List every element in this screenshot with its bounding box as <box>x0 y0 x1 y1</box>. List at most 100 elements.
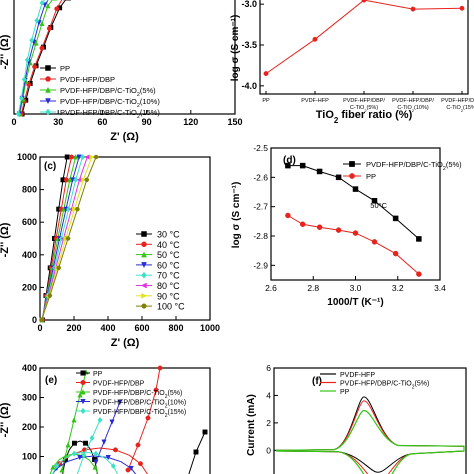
panel-e-legend-label: PVDF-HFP/DBP/C-TiO2(5%) <box>93 390 182 400</box>
panel-c-data-point <box>56 265 62 270</box>
panel-c-data-point <box>73 154 79 160</box>
panel-c-letter: (c) <box>44 161 56 172</box>
panel-a-x-axis-label: Z' (Ω) <box>110 131 139 143</box>
panel-a-data-point <box>54 6 60 12</box>
panel-f-cv-plot: -2 0 2 4 6 Current (mA) (f) PVDF-HFP PVDF-HFP/DB… <box>246 363 467 474</box>
panel-b-data-point <box>459 5 465 11</box>
panel-a-data-point <box>21 76 27 83</box>
panel-c-legend-label: 100 °C <box>157 302 185 312</box>
panel-d-arrhenius-plot: 2.6 2.8 3.0 3.2 3.4 -2.5 -2.6 -2.7 -2.8 -2.9 1000/… <box>231 143 462 308</box>
panel-c-y-tick-label: 800 <box>22 185 37 195</box>
panel-b-y-tick-label: -4.0 <box>241 81 257 91</box>
panel-a-legend-label: PVDF-HFP/DBP/C-TiO2(5%) <box>60 86 156 98</box>
panel-b-x-axis-label: TiO2 fiber ratio (%) <box>316 109 413 125</box>
panel-a-data-point <box>39 20 45 26</box>
panel-d-data-point <box>316 168 323 175</box>
panel-c-x-tick-label: 1000 <box>200 323 220 333</box>
panel-f-y-tick-label: 0 <box>266 445 271 455</box>
panel-e-data-point <box>193 449 199 455</box>
panel-b-x-tick-label: PVDF-HFP <box>301 98 329 104</box>
panel-d-y-axis-label: log σ (S cm⁻¹) <box>231 182 242 249</box>
panel-d-annotation: 50°C <box>370 201 387 210</box>
panel-d-y-tick-label: -2.5 <box>253 143 268 153</box>
panel-d-y-tick-label: -2.9 <box>253 260 268 270</box>
panel-f-y-tick-label: 4 <box>266 390 271 400</box>
panel-c-y-tick-label: 1000 <box>17 152 37 162</box>
panel-b-x-tick-label: C-TiO2(10%) <box>397 105 429 113</box>
panel-d-x-tick-label: 2.8 <box>307 283 319 293</box>
panel-d-y-tick-label: -2.7 <box>253 202 268 212</box>
panel-b-y-tick-label: -3.0 <box>241 0 257 9</box>
panel-c-temperature-nyquist: 0 200 400 600 800 1000 0 200 400 600 800 1000 Z' (Ω)… <box>0 152 220 349</box>
panel-d-data-point <box>416 236 422 242</box>
panel-c-data-point <box>47 293 53 298</box>
panel-e-data-point <box>138 461 143 467</box>
panel-e-legend-marker <box>80 389 86 395</box>
panel-b-data-point <box>361 0 367 3</box>
panel-c-data-point <box>67 177 73 183</box>
panel-d-series-line <box>287 215 420 275</box>
panel-a-x-tick-label: 0 <box>11 117 16 127</box>
panel-e-data-point <box>97 416 103 424</box>
panel-a-data-point <box>39 45 45 51</box>
panel-a-x-tick-label: 30 <box>53 117 63 127</box>
panel-c-legend-label: 50 °C <box>157 250 180 260</box>
panel-a-data-point <box>15 110 21 118</box>
panel-b-data-point <box>410 6 416 12</box>
panel-d-data-point <box>371 198 378 204</box>
panel-b-data-point <box>312 36 318 42</box>
panel-b-y-axis-label: log σ (S cm⁻¹) <box>230 15 241 82</box>
panel-a-data-point <box>34 17 40 24</box>
panel-e-legend-label: PP <box>93 371 103 378</box>
panel-c-data-point <box>80 177 87 183</box>
panel-f-legend-label: PP <box>340 389 350 396</box>
panel-e-y-tick-label: 200 <box>22 422 37 432</box>
panel-e-y-axis-label: -Z'' (Ω) <box>0 402 11 437</box>
panel-c-data-point <box>79 153 86 161</box>
panel-e-data-point <box>71 417 77 423</box>
panel-c-frame <box>39 156 211 321</box>
panel-b-frame <box>259 0 469 95</box>
panel-b-x-tick-label: C-TiO2(15%) <box>446 105 474 113</box>
panel-e-data-point <box>93 450 99 457</box>
panel-e-series-arc <box>49 453 99 474</box>
panel-c-x-axis-label: Z' (Ω) <box>111 337 140 349</box>
panel-d-data-point <box>352 186 359 192</box>
panel-f-y-tick-label: -2 <box>263 473 271 474</box>
panel-e-letter: (e) <box>45 375 57 386</box>
panel-c-legend-label: 60 °C <box>157 260 180 270</box>
panel-d-data-point <box>299 162 306 169</box>
panel-e-series-arc <box>51 455 137 474</box>
panel-c-x-tick-label: 0 <box>37 323 42 333</box>
panel-a-data-point <box>33 40 39 46</box>
panel-e-data-point <box>157 365 163 371</box>
panel-b-data-point <box>263 71 269 77</box>
panel-a-legend-marker <box>45 86 51 93</box>
panel-c-data-point <box>84 177 90 182</box>
panel-d-data-point <box>335 227 342 233</box>
panel-c-legend-marker <box>140 282 147 289</box>
panel-d-x-axis-label: 1000/T (K⁻¹) <box>327 297 383 308</box>
panel-a-data-point <box>39 0 45 6</box>
panel-c-data-point <box>66 206 72 213</box>
panel-b-x-tick-label: C-TiO2(5%) <box>350 105 378 113</box>
panel-c-data-point <box>89 154 95 160</box>
panel-d-data-point <box>371 239 378 245</box>
panel-f-legend-label: PVDF-HFP <box>340 372 375 379</box>
panel-e-data-point <box>202 429 208 435</box>
panel-b-x-tick-label: PVDF-HFP/DBP/ <box>441 98 474 104</box>
panel-c-legend-marker <box>141 292 148 299</box>
panel-c-legend-marker <box>141 303 147 309</box>
panel-e-data-point <box>59 467 65 473</box>
panel-a-data-point <box>45 3 51 9</box>
panel-a-data-point <box>18 95 24 102</box>
panel-b-series-line <box>265 0 463 75</box>
panel-e-data-point <box>50 464 56 470</box>
panel-e-series-spike <box>95 401 121 463</box>
panel-c-data-point <box>72 206 78 212</box>
panel-c-y-axis-label: -Z'' (Ω) <box>0 222 11 257</box>
panel-a-series-line <box>20 0 63 115</box>
panel-d-data-point <box>316 224 323 230</box>
panel-e-legend-marker <box>80 370 86 376</box>
